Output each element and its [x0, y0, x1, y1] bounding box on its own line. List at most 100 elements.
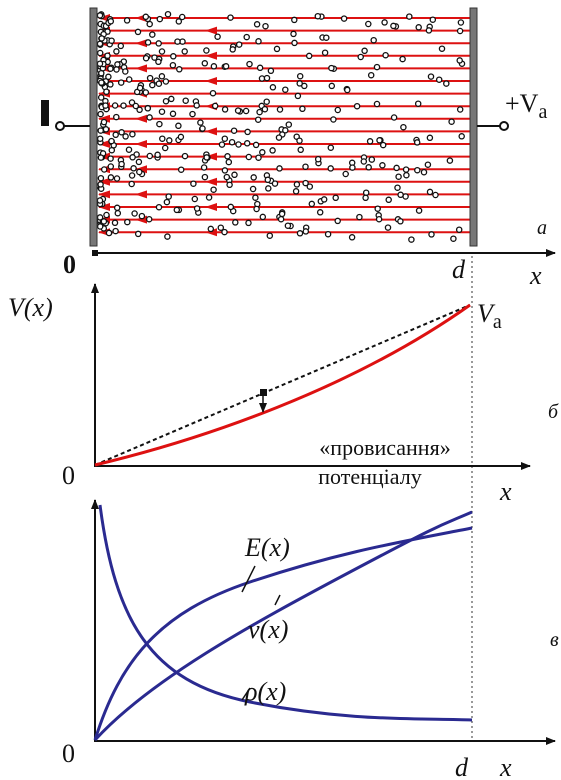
- leader: [241, 687, 251, 701]
- electron: [177, 133, 185, 141]
- electron: [193, 102, 200, 109]
- electron: [224, 153, 231, 160]
- electron: [96, 12, 104, 19]
- electron: [340, 15, 348, 22]
- electron: [169, 61, 177, 69]
- electron: [443, 80, 450, 87]
- electron: [128, 180, 135, 188]
- electron: [276, 165, 283, 172]
- electron: [113, 66, 120, 73]
- electron: [302, 163, 309, 170]
- electron: [97, 181, 104, 188]
- electron: [252, 141, 260, 149]
- electron: [155, 80, 163, 87]
- electron: [414, 166, 421, 174]
- electron: [122, 68, 129, 75]
- electron: [221, 106, 229, 113]
- electron: [145, 215, 153, 223]
- electron: [362, 189, 370, 196]
- electron: [226, 181, 233, 189]
- electron: [96, 135, 104, 142]
- electron: [173, 206, 181, 214]
- sagging-potential: [94, 303, 471, 467]
- electron: [357, 53, 364, 61]
- electron: [296, 230, 304, 237]
- electron: [458, 133, 465, 140]
- electron: [256, 64, 264, 72]
- electron: [166, 137, 173, 144]
- electron: [227, 203, 235, 211]
- electron: [397, 218, 404, 225]
- electron: [334, 106, 342, 114]
- electron: [155, 40, 162, 47]
- electron: [293, 181, 301, 188]
- electron: [112, 227, 119, 235]
- electron: [366, 138, 374, 145]
- electron: [102, 126, 110, 133]
- electron: [269, 147, 276, 154]
- electron: [161, 144, 169, 152]
- electron: [96, 60, 104, 67]
- annotation: потенціалу: [318, 464, 421, 489]
- electron: [228, 138, 236, 146]
- electron: [370, 36, 377, 44]
- arrow-head: [135, 114, 147, 123]
- electron: [235, 141, 242, 148]
- electron: [203, 47, 210, 54]
- electron: [156, 120, 163, 128]
- electron: [117, 42, 125, 50]
- electron: [108, 37, 115, 44]
- electron: [361, 47, 368, 55]
- electron: [225, 158, 233, 166]
- electron: [271, 180, 279, 187]
- electron: [229, 46, 236, 53]
- electron: [175, 18, 183, 25]
- electron: [321, 49, 329, 56]
- electron: [128, 99, 136, 106]
- electron: [155, 203, 163, 211]
- curve-label: ρ(x): [244, 677, 286, 706]
- origin: 0: [62, 739, 75, 768]
- electron: [162, 78, 170, 85]
- electron: [120, 102, 127, 109]
- anode: [469, 7, 478, 247]
- electron: [455, 226, 463, 233]
- electron: [282, 86, 289, 93]
- electron: [267, 67, 275, 75]
- electron: [373, 63, 381, 71]
- electron: [349, 164, 356, 171]
- electron: [450, 235, 457, 242]
- arrow-head: [135, 165, 147, 174]
- electron: [448, 118, 455, 125]
- x-label: x: [499, 477, 512, 506]
- electron: [406, 13, 413, 20]
- anode-label: +Vа: [505, 89, 547, 123]
- panel-letter: б: [548, 401, 559, 423]
- electron: [382, 51, 389, 59]
- electron: [154, 151, 161, 159]
- terminal: [499, 121, 509, 131]
- electron: [424, 161, 432, 168]
- electron: [342, 170, 349, 178]
- electron: [158, 48, 166, 55]
- terminal: [55, 121, 65, 131]
- electron: [98, 35, 105, 42]
- electron: [164, 10, 172, 18]
- electron: [210, 186, 217, 193]
- electron: [113, 48, 120, 55]
- electron: [163, 198, 171, 206]
- electron: [112, 131, 119, 139]
- electron: [146, 152, 154, 160]
- electron: [149, 81, 156, 89]
- arrow-head: [205, 203, 217, 211]
- electron: [118, 160, 125, 168]
- electron: [428, 231, 435, 238]
- electron: [146, 74, 154, 82]
- electron: [210, 63, 218, 70]
- electron: [255, 38, 262, 45]
- electron: [255, 154, 262, 161]
- electron: [125, 76, 133, 83]
- electron: [291, 16, 298, 24]
- electron: [221, 228, 228, 236]
- panel-letter: а: [537, 217, 547, 239]
